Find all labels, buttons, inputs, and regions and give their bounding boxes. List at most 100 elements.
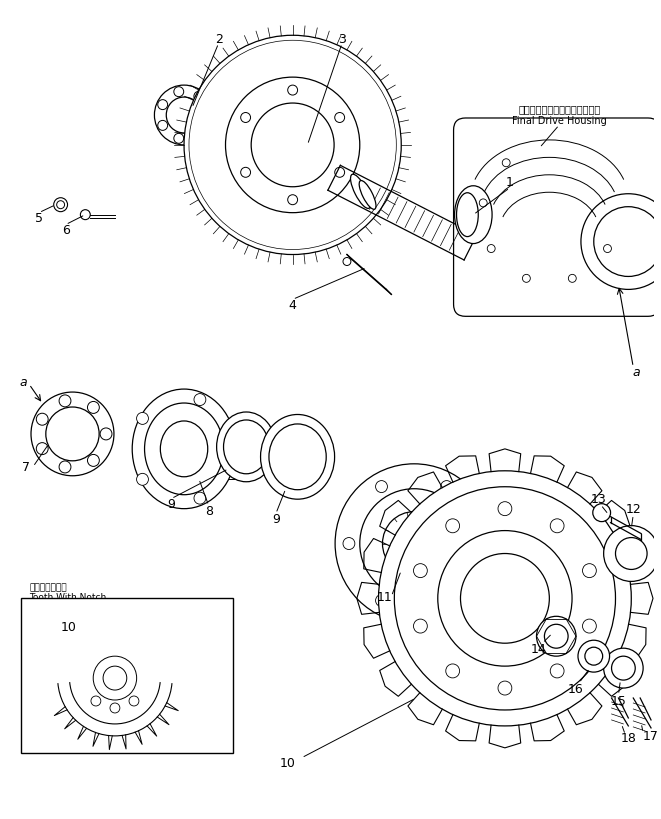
Circle shape: [229, 443, 241, 455]
Circle shape: [103, 667, 127, 690]
Circle shape: [288, 86, 297, 96]
Text: 3: 3: [338, 33, 346, 46]
Circle shape: [174, 134, 184, 144]
Circle shape: [603, 526, 659, 581]
Text: 4: 4: [289, 298, 297, 311]
Text: 8: 8: [205, 505, 213, 518]
Circle shape: [487, 245, 495, 253]
Circle shape: [335, 464, 493, 623]
Circle shape: [189, 41, 397, 251]
Text: 12: 12: [625, 503, 641, 515]
Text: a: a: [19, 375, 27, 388]
Circle shape: [375, 595, 387, 607]
Text: 14: 14: [531, 642, 547, 655]
Circle shape: [594, 207, 661, 277]
Circle shape: [414, 619, 427, 633]
Text: 15: 15: [611, 694, 627, 707]
Ellipse shape: [455, 187, 492, 244]
Ellipse shape: [350, 175, 371, 209]
Circle shape: [568, 275, 576, 283]
Circle shape: [167, 98, 202, 133]
Circle shape: [155, 86, 214, 146]
Circle shape: [184, 36, 401, 256]
Circle shape: [334, 168, 344, 178]
Circle shape: [54, 198, 67, 212]
Circle shape: [194, 93, 204, 102]
Text: 7: 7: [22, 461, 30, 473]
Text: 16: 16: [568, 681, 584, 695]
Circle shape: [46, 408, 99, 461]
Text: 17: 17: [643, 730, 659, 743]
Circle shape: [93, 656, 137, 700]
Circle shape: [578, 640, 609, 672]
Ellipse shape: [260, 415, 334, 500]
Circle shape: [545, 625, 568, 649]
Circle shape: [441, 595, 453, 607]
Circle shape: [87, 455, 99, 467]
Circle shape: [615, 538, 647, 570]
Circle shape: [498, 502, 512, 516]
Circle shape: [174, 88, 184, 97]
Circle shape: [343, 538, 355, 550]
Circle shape: [360, 489, 469, 599]
Circle shape: [446, 664, 459, 678]
Circle shape: [502, 160, 510, 168]
Circle shape: [334, 113, 344, 124]
Circle shape: [241, 168, 251, 178]
Ellipse shape: [223, 420, 269, 474]
Circle shape: [343, 258, 351, 266]
FancyBboxPatch shape: [453, 119, 660, 317]
Circle shape: [203, 111, 213, 121]
Circle shape: [603, 649, 643, 688]
Circle shape: [383, 512, 446, 576]
Circle shape: [81, 210, 91, 220]
Circle shape: [59, 461, 71, 473]
Circle shape: [603, 245, 611, 253]
Circle shape: [241, 113, 251, 124]
Circle shape: [550, 664, 564, 678]
Text: Final Drive Housing: Final Drive Housing: [512, 115, 607, 126]
Text: 2: 2: [215, 33, 223, 46]
Text: a: a: [633, 365, 640, 378]
Circle shape: [87, 402, 99, 414]
Circle shape: [585, 647, 603, 665]
Circle shape: [137, 473, 149, 486]
Circle shape: [137, 413, 149, 425]
Circle shape: [36, 414, 48, 426]
Circle shape: [57, 201, 65, 210]
Circle shape: [225, 78, 360, 214]
Text: 13: 13: [591, 492, 607, 505]
Text: Tooth With Notch: Tooth With Notch: [29, 592, 106, 601]
Circle shape: [473, 538, 485, 550]
Circle shape: [59, 396, 71, 407]
Circle shape: [375, 481, 387, 493]
Circle shape: [395, 487, 615, 710]
Circle shape: [31, 392, 114, 476]
Circle shape: [461, 554, 549, 644]
Circle shape: [36, 443, 48, 455]
Bar: [21, 599, 233, 753]
Text: 6: 6: [61, 224, 69, 237]
Text: 18: 18: [621, 731, 637, 744]
Circle shape: [550, 519, 564, 533]
Circle shape: [251, 104, 334, 188]
Circle shape: [414, 564, 427, 578]
Ellipse shape: [217, 413, 276, 482]
Circle shape: [582, 564, 596, 578]
Text: 10: 10: [61, 620, 77, 633]
Circle shape: [158, 121, 168, 131]
Circle shape: [194, 129, 204, 139]
Circle shape: [582, 619, 596, 633]
Ellipse shape: [457, 193, 479, 238]
Text: 10: 10: [280, 757, 295, 769]
Text: 11: 11: [377, 590, 393, 603]
Text: 1: 1: [506, 176, 514, 189]
Circle shape: [379, 471, 631, 726]
Ellipse shape: [359, 181, 376, 210]
Text: ファイナルドライブハウジング: ファイナルドライブハウジング: [518, 104, 600, 114]
Circle shape: [438, 531, 572, 667]
Circle shape: [91, 696, 101, 706]
Circle shape: [194, 492, 206, 505]
Circle shape: [581, 194, 661, 290]
Circle shape: [537, 617, 576, 656]
